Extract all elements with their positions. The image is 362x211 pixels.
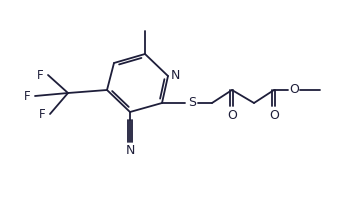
Text: N: N <box>170 69 180 81</box>
Text: N: N <box>125 145 135 157</box>
Text: O: O <box>289 83 299 96</box>
Text: S: S <box>188 96 196 108</box>
Text: F: F <box>24 89 30 103</box>
Text: O: O <box>269 108 279 122</box>
Text: F: F <box>38 107 45 120</box>
Text: F: F <box>36 69 43 81</box>
Text: O: O <box>227 108 237 122</box>
